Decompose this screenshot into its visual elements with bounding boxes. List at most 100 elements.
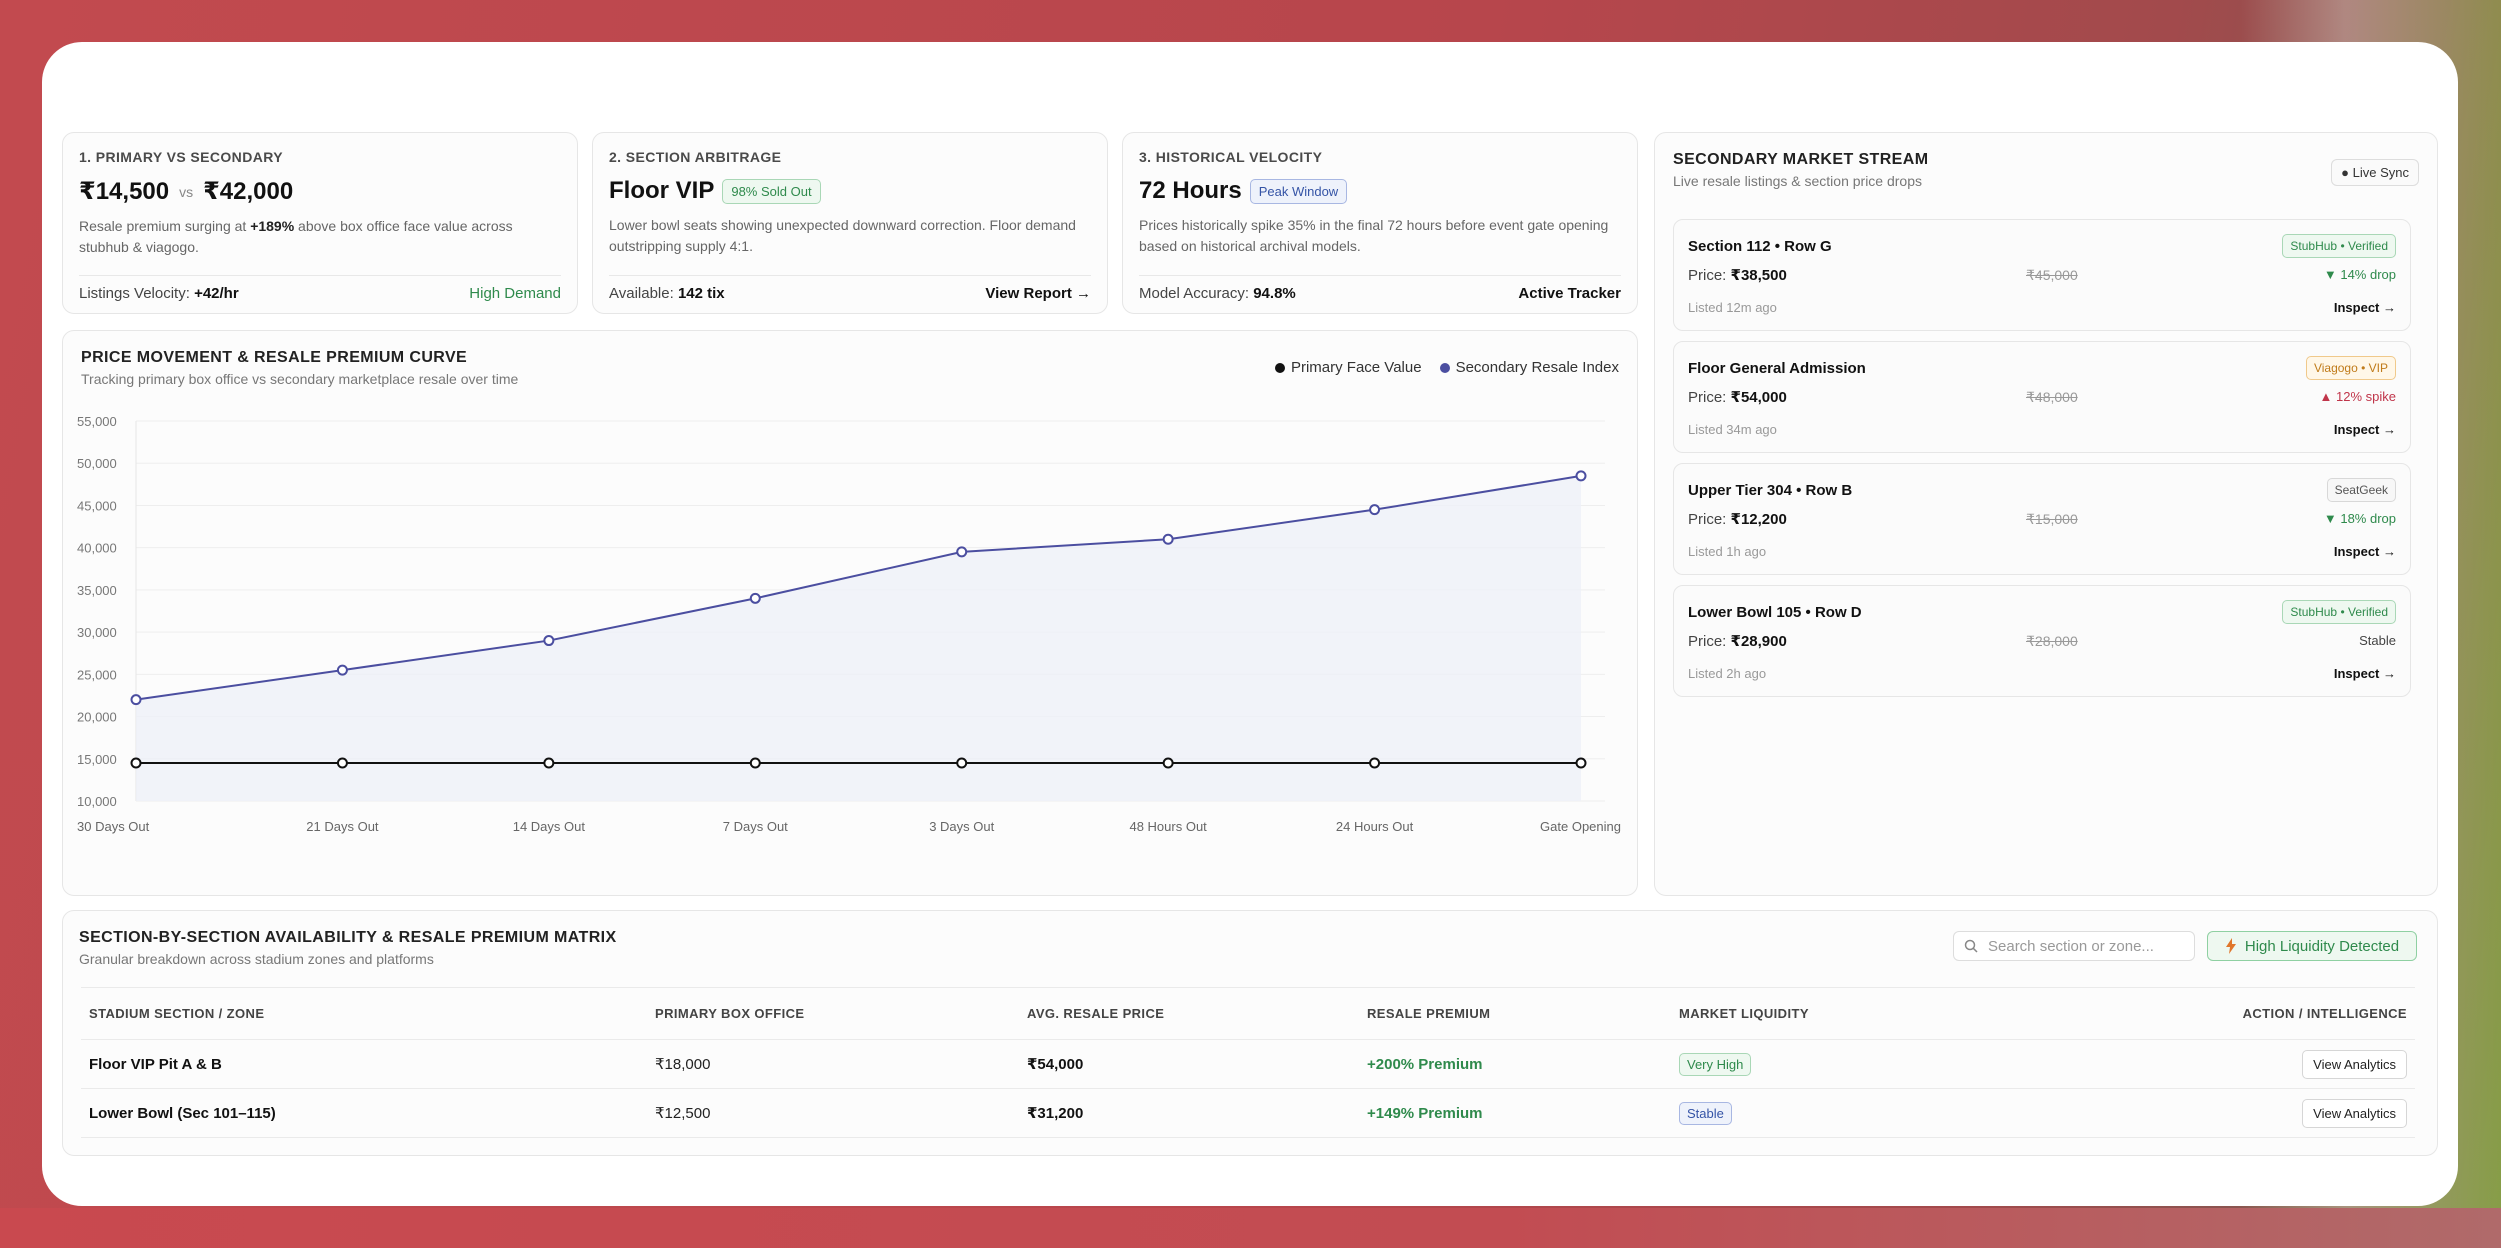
- x-tick-label: 3 Days Out: [929, 819, 994, 834]
- x-tick-label: 14 Days Out: [513, 819, 586, 834]
- model-accuracy: Model Accuracy: 94.8%: [1139, 285, 1296, 302]
- lightning-icon: [2225, 938, 2236, 954]
- liquidity-cell: Very High: [1671, 1039, 1971, 1089]
- original-price: ₹28,000: [2026, 633, 2078, 649]
- velocity-value: +42/hr: [194, 285, 239, 302]
- secondary-point: [1369, 504, 1381, 516]
- stream-subtitle: Live resale listings & section price dro…: [1673, 173, 1923, 189]
- listing-price: Price: ₹54,000: [1688, 388, 1787, 406]
- velocity-label: Listings Velocity:: [79, 285, 195, 302]
- background-bottom: [0, 1208, 2501, 1248]
- available-value: 142 tix: [677, 285, 725, 302]
- listing-card[interactable]: Lower Bowl 105 • Row D StubHub • Verifie…: [1673, 585, 2411, 697]
- premium-cell: +149% Premium: [1359, 1088, 1671, 1138]
- y-tick-label: 30,000: [77, 625, 117, 640]
- listing-card[interactable]: Section 112 • Row G StubHub • Verified P…: [1673, 219, 2411, 331]
- secondary-area: [136, 475, 1581, 801]
- kpi-card-section-arbitrage: 2. Section Arbitrage Floor VIP 98% Sold …: [592, 132, 1108, 314]
- primary-point: [543, 757, 555, 769]
- view-report-link[interactable]: View Report →: [985, 285, 1091, 302]
- price-label: Price:: [1688, 389, 1731, 406]
- active-tracker-link[interactable]: Active Tracker: [1518, 285, 1621, 302]
- divider: [1139, 275, 1621, 276]
- listing-card[interactable]: Upper Tier 304 • Row B SeatGeek Price: ₹…: [1673, 463, 2411, 575]
- price-change: ▼ 14% drop: [2323, 267, 2396, 282]
- legend-label: Secondary Resale Index: [1455, 359, 1619, 376]
- platform-badge: SeatGeek: [2326, 478, 2396, 502]
- table-row: Floor VIP Pit A & B ₹18,000 ₹54,000 +200…: [81, 1039, 2415, 1089]
- legend-label: Primary Face Value: [1290, 359, 1422, 376]
- view-analytics-button[interactable]: View Analytics: [2302, 1098, 2407, 1128]
- kpi-footer: Listings Velocity: +42/hr High Demand: [79, 285, 561, 302]
- secondary-resale-line: [135, 474, 1582, 701]
- y-tick-label: 45,000: [77, 498, 117, 513]
- inspect-link[interactable]: Inspect →: [2333, 666, 2396, 681]
- dashboard-panel: 1. Primary vs Secondary ₹14,500 vs ₹42,0…: [42, 42, 2458, 1206]
- legend-item-secondary[interactable]: Secondary Resale Index: [1439, 359, 1619, 376]
- kpi-description: Lower bowl seats showing unexpected down…: [609, 217, 1076, 254]
- y-tick-label: 15,000: [77, 752, 117, 767]
- column-header: Resale Premium: [1359, 987, 1671, 1040]
- live-sync-badge[interactable]: ● Live Sync: [2331, 159, 2419, 186]
- platform-badge: StubHub • Verified: [2282, 600, 2396, 624]
- primary-point: [336, 757, 348, 769]
- column-header: Stadium Section / Zone: [81, 987, 647, 1040]
- listing-price: Price: ₹38,500: [1688, 266, 1787, 284]
- primary-point: [1162, 757, 1174, 769]
- y-tick-label: 55,000: [77, 414, 117, 429]
- kpi-value: Floor VIP 98% Sold Out: [609, 177, 1091, 205]
- kpi-description: Resale premium surging at +189% above bo…: [79, 216, 561, 258]
- desc-text: Resale premium surging at: [79, 218, 251, 234]
- price-change: Stable: [2359, 633, 2396, 648]
- price-label: Price:: [1688, 511, 1731, 528]
- vs-label: vs: [179, 183, 194, 200]
- secondary-point: [749, 592, 761, 604]
- kpi-value: 72 Hours Peak Window: [1139, 177, 1621, 205]
- price-label: Price:: [1688, 633, 1731, 650]
- primary-price: ₹14,500: [79, 178, 170, 205]
- peak-window-badge: Peak Window: [1249, 178, 1348, 204]
- matrix-subtitle: Granular breakdown across stadium zones …: [79, 951, 434, 967]
- primary-point: [749, 757, 761, 769]
- legend-item-primary[interactable]: Primary Face Value: [1274, 359, 1422, 376]
- resale-price-cell: ₹31,200: [1019, 1088, 1359, 1138]
- stream-title: Secondary Market Stream: [1673, 151, 1929, 168]
- high-liquidity-button[interactable]: High Liquidity Detected: [2207, 931, 2417, 961]
- section-cell: Lower Bowl (Sec 101–115): [81, 1088, 647, 1138]
- action-cell: View Analytics: [1971, 1039, 2415, 1089]
- column-header: Market Liquidity: [1671, 987, 1971, 1040]
- kpi-label: 1. Primary vs Secondary: [79, 149, 283, 165]
- secondary-point: [1162, 533, 1174, 545]
- price-value: ₹54,000: [1730, 389, 1787, 406]
- premium-cell: +200% Premium: [1359, 1039, 1671, 1089]
- matrix-table: Stadium Section / Zone Primary Box Offic…: [81, 987, 2415, 1138]
- inspect-link[interactable]: Inspect →: [2333, 544, 2396, 559]
- listed-time: Listed 34m ago: [1688, 422, 1777, 437]
- view-analytics-button[interactable]: View Analytics: [2302, 1049, 2407, 1079]
- original-price: ₹48,000: [2026, 389, 2078, 405]
- y-tick-label: 40,000: [77, 541, 117, 556]
- resale-price-cell: ₹54,000: [1019, 1039, 1359, 1089]
- kpi-description: Prices historically spike 35% in the fin…: [1139, 217, 1609, 254]
- listing-price: Price: ₹12,200: [1688, 510, 1787, 528]
- listing-card[interactable]: Floor General Admission Viagogo • VIP Pr…: [1673, 341, 2411, 453]
- liquidity-badge: Very High: [1679, 1052, 1752, 1076]
- line-chart: 55,000 50,000 45,000 40,000 35,000 30,000 25,0…: [77, 414, 1621, 834]
- listings-velocity: Listings Velocity: +42/hr: [79, 285, 239, 302]
- secondary-point: [1575, 470, 1587, 482]
- platform-badge: Viagogo • VIP: [2305, 356, 2396, 380]
- search-input[interactable]: Search section or zone...: [1953, 931, 2195, 961]
- chart-title: Price Movement & Resale Premium Curve: [81, 349, 468, 366]
- section-cell: Floor VIP Pit A & B: [81, 1039, 647, 1089]
- original-price: ₹15,000: [2026, 511, 2078, 527]
- inspect-link[interactable]: Inspect →: [2333, 300, 2396, 315]
- x-tick-label: 48 Hours Out: [1129, 819, 1207, 834]
- primary-point: [956, 757, 968, 769]
- inspect-link[interactable]: Inspect →: [2333, 422, 2396, 437]
- kpi-value: ₹14,500 vs ₹42,000: [79, 177, 561, 206]
- y-tick-label: 35,000: [77, 583, 117, 598]
- listed-time: Listed 1h ago: [1688, 544, 1767, 559]
- desc-highlight: +189%: [250, 218, 295, 234]
- primary-point: [1575, 757, 1587, 769]
- column-header: Primary Box Office: [647, 987, 1019, 1040]
